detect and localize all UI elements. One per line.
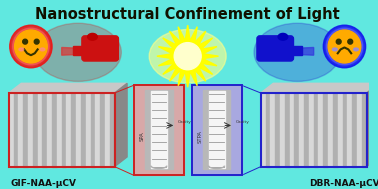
Bar (67, 93, 71, 167)
Circle shape (34, 39, 39, 44)
Polygon shape (367, 83, 378, 167)
Bar (266, 93, 270, 167)
Polygon shape (261, 83, 378, 93)
Bar (299, 93, 304, 167)
Circle shape (23, 39, 28, 44)
Bar (23, 93, 28, 167)
Text: Nanostructural Confinement of Light: Nanostructural Confinement of Light (35, 7, 340, 22)
Bar (81, 93, 86, 167)
Bar (19, 93, 23, 167)
Bar (328, 93, 333, 167)
Ellipse shape (254, 23, 341, 81)
Ellipse shape (40, 48, 45, 51)
Text: STPA: STPA (198, 130, 203, 143)
Bar (14, 93, 19, 167)
Polygon shape (9, 83, 127, 93)
Bar (352, 93, 357, 167)
Text: DBR-NAA-μCV: DBR-NAA-μCV (310, 179, 378, 188)
Bar (76, 93, 81, 167)
Circle shape (15, 30, 47, 63)
Ellipse shape (149, 29, 226, 83)
Bar (333, 93, 338, 167)
Circle shape (12, 28, 49, 65)
Bar (110, 93, 115, 167)
Bar (33, 93, 38, 167)
Bar (52, 93, 57, 167)
Bar (86, 93, 91, 167)
Circle shape (336, 39, 341, 44)
Bar (71, 93, 76, 167)
Bar (309, 93, 314, 167)
Circle shape (326, 28, 363, 65)
Ellipse shape (19, 48, 24, 51)
Circle shape (348, 39, 353, 44)
Polygon shape (62, 47, 107, 55)
Polygon shape (268, 47, 314, 55)
FancyBboxPatch shape (257, 36, 293, 61)
Text: Cavity: Cavity (236, 120, 249, 125)
Ellipse shape (332, 48, 337, 51)
Bar (145, 90, 173, 169)
Polygon shape (115, 83, 127, 167)
Bar (47, 93, 52, 167)
Bar (209, 91, 225, 168)
Text: SPA: SPA (140, 131, 145, 141)
Bar (9, 93, 115, 167)
Bar (134, 85, 184, 175)
Bar (192, 85, 242, 175)
Bar (28, 93, 33, 167)
Ellipse shape (88, 33, 97, 40)
FancyBboxPatch shape (82, 36, 118, 61)
Bar (151, 91, 167, 168)
Bar (261, 93, 367, 167)
Bar (362, 93, 367, 167)
Bar (42, 93, 47, 167)
Bar (91, 93, 95, 167)
Bar (280, 93, 285, 167)
Bar (285, 93, 290, 167)
Bar (261, 93, 266, 167)
Bar (105, 93, 110, 167)
Bar (357, 93, 362, 167)
Bar (342, 93, 347, 167)
Circle shape (323, 25, 366, 68)
Bar (275, 93, 280, 167)
Text: GIF-NAA-μCV: GIF-NAA-μCV (11, 179, 77, 188)
Bar (289, 46, 302, 55)
Bar (95, 93, 100, 167)
Bar (270, 93, 275, 167)
Bar (319, 93, 323, 167)
Bar (304, 93, 309, 167)
Circle shape (174, 43, 201, 70)
Text: Cavity: Cavity (178, 120, 192, 125)
Bar (134, 85, 184, 175)
Ellipse shape (278, 33, 288, 40)
Bar (347, 93, 352, 167)
Bar (73, 46, 87, 55)
Bar (290, 93, 294, 167)
Bar (100, 93, 105, 167)
Bar (192, 85, 242, 175)
Bar (9, 93, 14, 167)
Bar (294, 93, 299, 167)
Bar (57, 93, 62, 167)
Circle shape (328, 30, 361, 63)
Ellipse shape (35, 23, 121, 81)
Ellipse shape (353, 48, 358, 51)
Polygon shape (157, 25, 218, 87)
Circle shape (10, 25, 52, 68)
Bar (314, 93, 319, 167)
Bar (62, 93, 67, 167)
Bar (338, 93, 342, 167)
Bar (323, 93, 328, 167)
Bar (203, 90, 231, 169)
Bar (38, 93, 42, 167)
